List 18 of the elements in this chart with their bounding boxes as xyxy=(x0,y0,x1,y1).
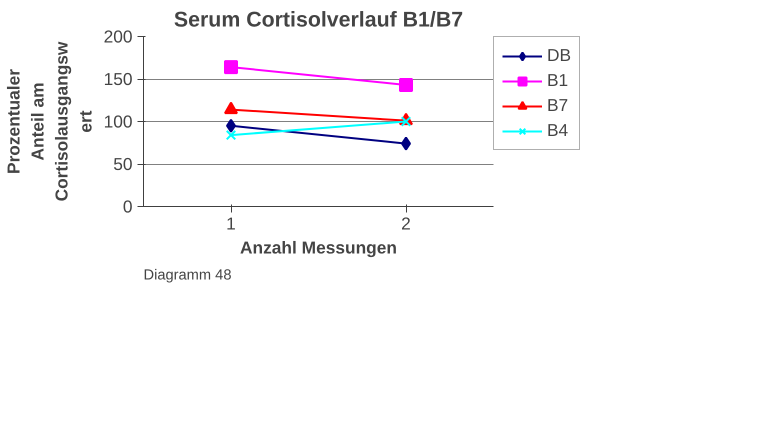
legend-label: DB xyxy=(547,45,572,66)
y-tick-label: 0 xyxy=(122,196,133,216)
y-tick-label: 200 xyxy=(104,26,133,46)
text: Diagramm 48 xyxy=(144,268,232,284)
y-tick-label: 50 xyxy=(113,154,133,174)
y-tick-label: 100 xyxy=(104,112,133,132)
point xyxy=(224,60,238,74)
legend-label: B1 xyxy=(547,70,568,91)
x-axis-title: Anzahl Messungen xyxy=(240,238,397,258)
x-tick-label: 2 xyxy=(401,214,411,234)
point xyxy=(399,78,413,92)
y-axis-title: Prozentualer Anteil am Cortisolausgangsw ert xyxy=(4,41,96,202)
y-tick-label: 150 xyxy=(104,69,133,89)
legend-label: B7 xyxy=(547,95,568,116)
legend-label: B4 xyxy=(547,120,568,141)
point xyxy=(226,130,236,140)
x-tick-label: 1 xyxy=(226,214,236,234)
chart-title: Serum Cortisolverlauf B1/B7 xyxy=(174,8,464,32)
